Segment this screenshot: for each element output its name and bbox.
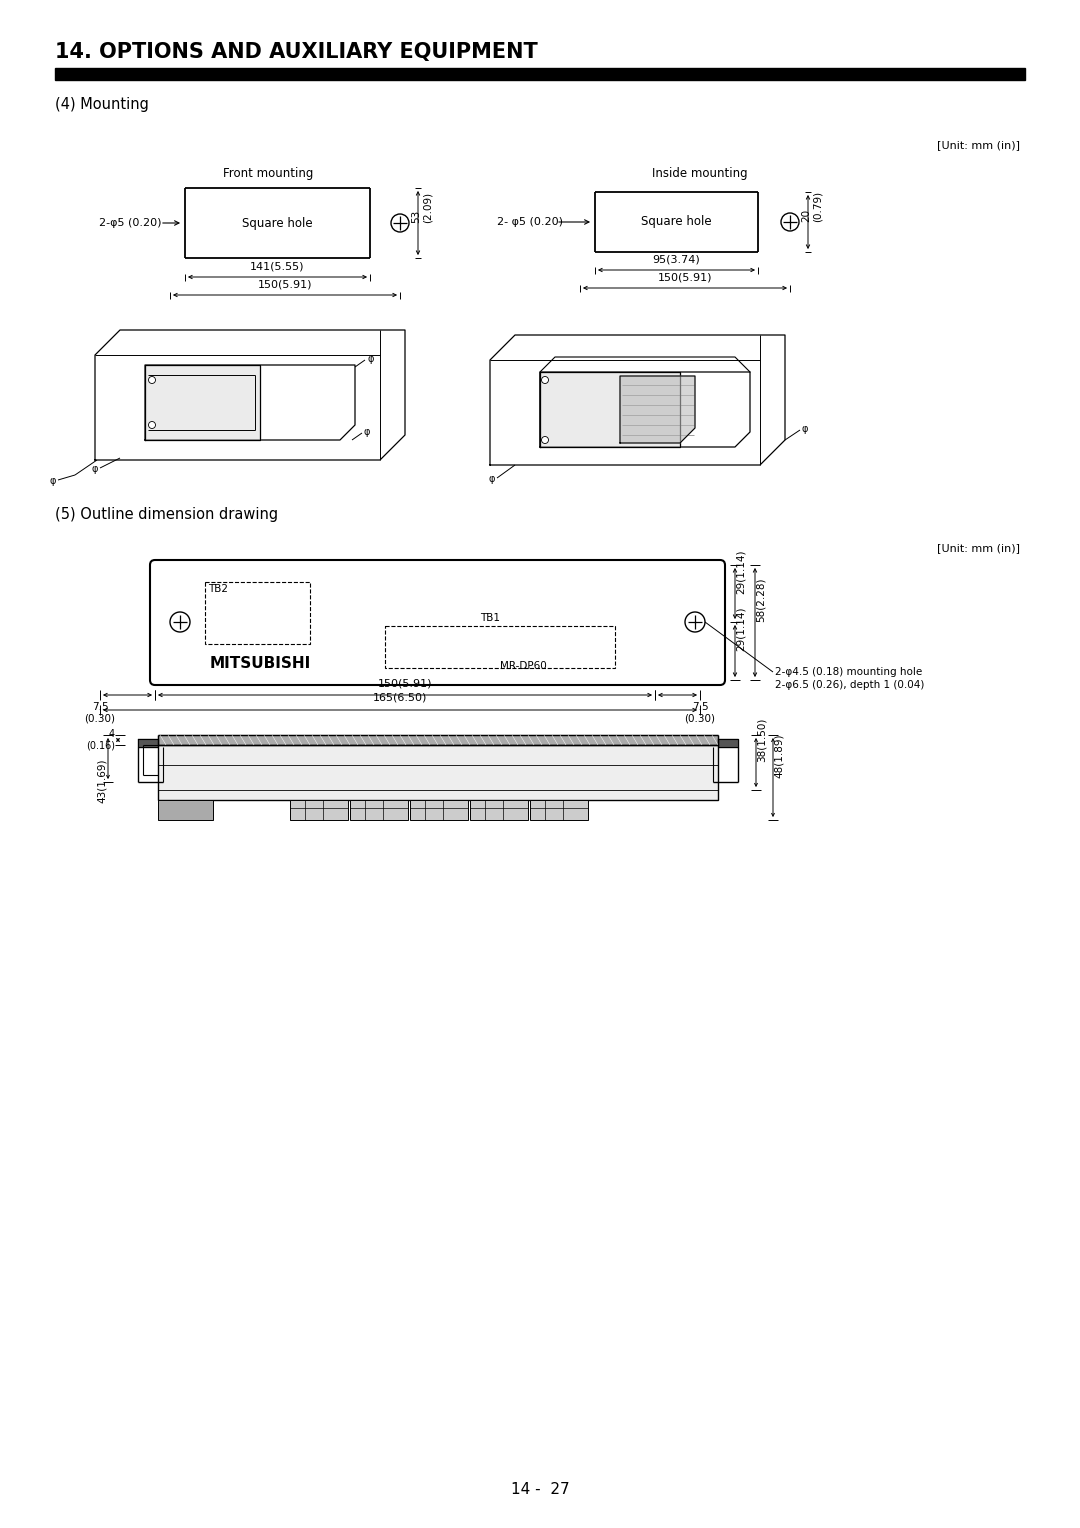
Text: φ: φ <box>364 426 370 437</box>
Text: 53
(2.09): 53 (2.09) <box>411 193 433 223</box>
Text: φ: φ <box>802 423 809 434</box>
Text: MITSUBISHI: MITSUBISHI <box>210 656 311 671</box>
Text: 4
(0.16): 4 (0.16) <box>86 729 114 750</box>
Text: φ: φ <box>92 465 98 474</box>
Text: 150(5.91): 150(5.91) <box>378 678 432 688</box>
Polygon shape <box>718 740 738 747</box>
Text: 43(1.69): 43(1.69) <box>97 758 107 804</box>
Text: φ: φ <box>367 354 374 364</box>
Text: [Unit: mm (in)]: [Unit: mm (in)] <box>937 542 1020 553</box>
Circle shape <box>541 437 549 443</box>
Bar <box>158 746 718 801</box>
Text: (4) Mounting: (4) Mounting <box>55 98 149 113</box>
Text: 48(1.89): 48(1.89) <box>774 733 784 778</box>
Text: 165(6.50): 165(6.50) <box>373 694 428 703</box>
Bar <box>530 801 588 821</box>
Text: TB1: TB1 <box>480 613 500 623</box>
Text: 95(3.74): 95(3.74) <box>652 255 700 264</box>
Polygon shape <box>145 365 260 440</box>
Bar <box>158 801 213 821</box>
Text: 7.5
(0.30): 7.5 (0.30) <box>685 701 715 724</box>
Text: Front mounting: Front mounting <box>222 167 313 179</box>
Text: MR-DP60: MR-DP60 <box>500 662 546 671</box>
FancyBboxPatch shape <box>150 559 725 685</box>
Bar <box>205 582 310 643</box>
Text: Inside mounting: Inside mounting <box>652 167 747 179</box>
Text: TB2: TB2 <box>208 584 228 594</box>
Text: (5) Outline dimension drawing: (5) Outline dimension drawing <box>55 507 279 523</box>
Bar <box>350 801 408 821</box>
Polygon shape <box>138 740 158 747</box>
Text: 14 -  27: 14 - 27 <box>511 1482 569 1497</box>
Polygon shape <box>158 735 718 746</box>
Text: 29(1.14): 29(1.14) <box>735 549 746 593</box>
Text: 2-φ5 (0.20): 2-φ5 (0.20) <box>98 219 161 228</box>
Bar <box>410 801 468 821</box>
Polygon shape <box>540 371 680 448</box>
Polygon shape <box>620 376 696 443</box>
Text: 29(1.14): 29(1.14) <box>735 607 746 651</box>
Text: 2- φ5 (0.20): 2- φ5 (0.20) <box>497 217 563 228</box>
Bar <box>384 626 615 668</box>
Text: 150(5.91): 150(5.91) <box>658 272 712 283</box>
Circle shape <box>541 376 549 384</box>
Text: 58(2.28): 58(2.28) <box>756 578 766 622</box>
Text: φ: φ <box>488 474 495 484</box>
Bar <box>470 801 528 821</box>
Bar <box>291 801 348 821</box>
Bar <box>55 69 1025 79</box>
Text: Square hole: Square hole <box>242 217 313 229</box>
Circle shape <box>149 422 156 428</box>
Circle shape <box>149 376 156 384</box>
Text: [Unit: mm (in)]: [Unit: mm (in)] <box>937 141 1020 150</box>
Text: 150(5.91): 150(5.91) <box>258 280 312 289</box>
Text: φ: φ <box>50 477 56 486</box>
Text: 20
(0.79): 20 (0.79) <box>801 191 823 222</box>
Text: Square hole: Square hole <box>642 215 712 229</box>
Text: 141(5.55): 141(5.55) <box>251 261 305 272</box>
Text: 2-φ6.5 (0.26), depth 1 (0.04): 2-φ6.5 (0.26), depth 1 (0.04) <box>775 680 924 691</box>
Text: 14. OPTIONS AND AUXILIARY EQUIPMENT: 14. OPTIONS AND AUXILIARY EQUIPMENT <box>55 41 538 63</box>
Text: 38(1.50): 38(1.50) <box>757 718 767 762</box>
Text: 7.5
(0.30): 7.5 (0.30) <box>84 701 116 724</box>
Text: 2-φ4.5 (0.18) mounting hole: 2-φ4.5 (0.18) mounting hole <box>775 668 922 677</box>
